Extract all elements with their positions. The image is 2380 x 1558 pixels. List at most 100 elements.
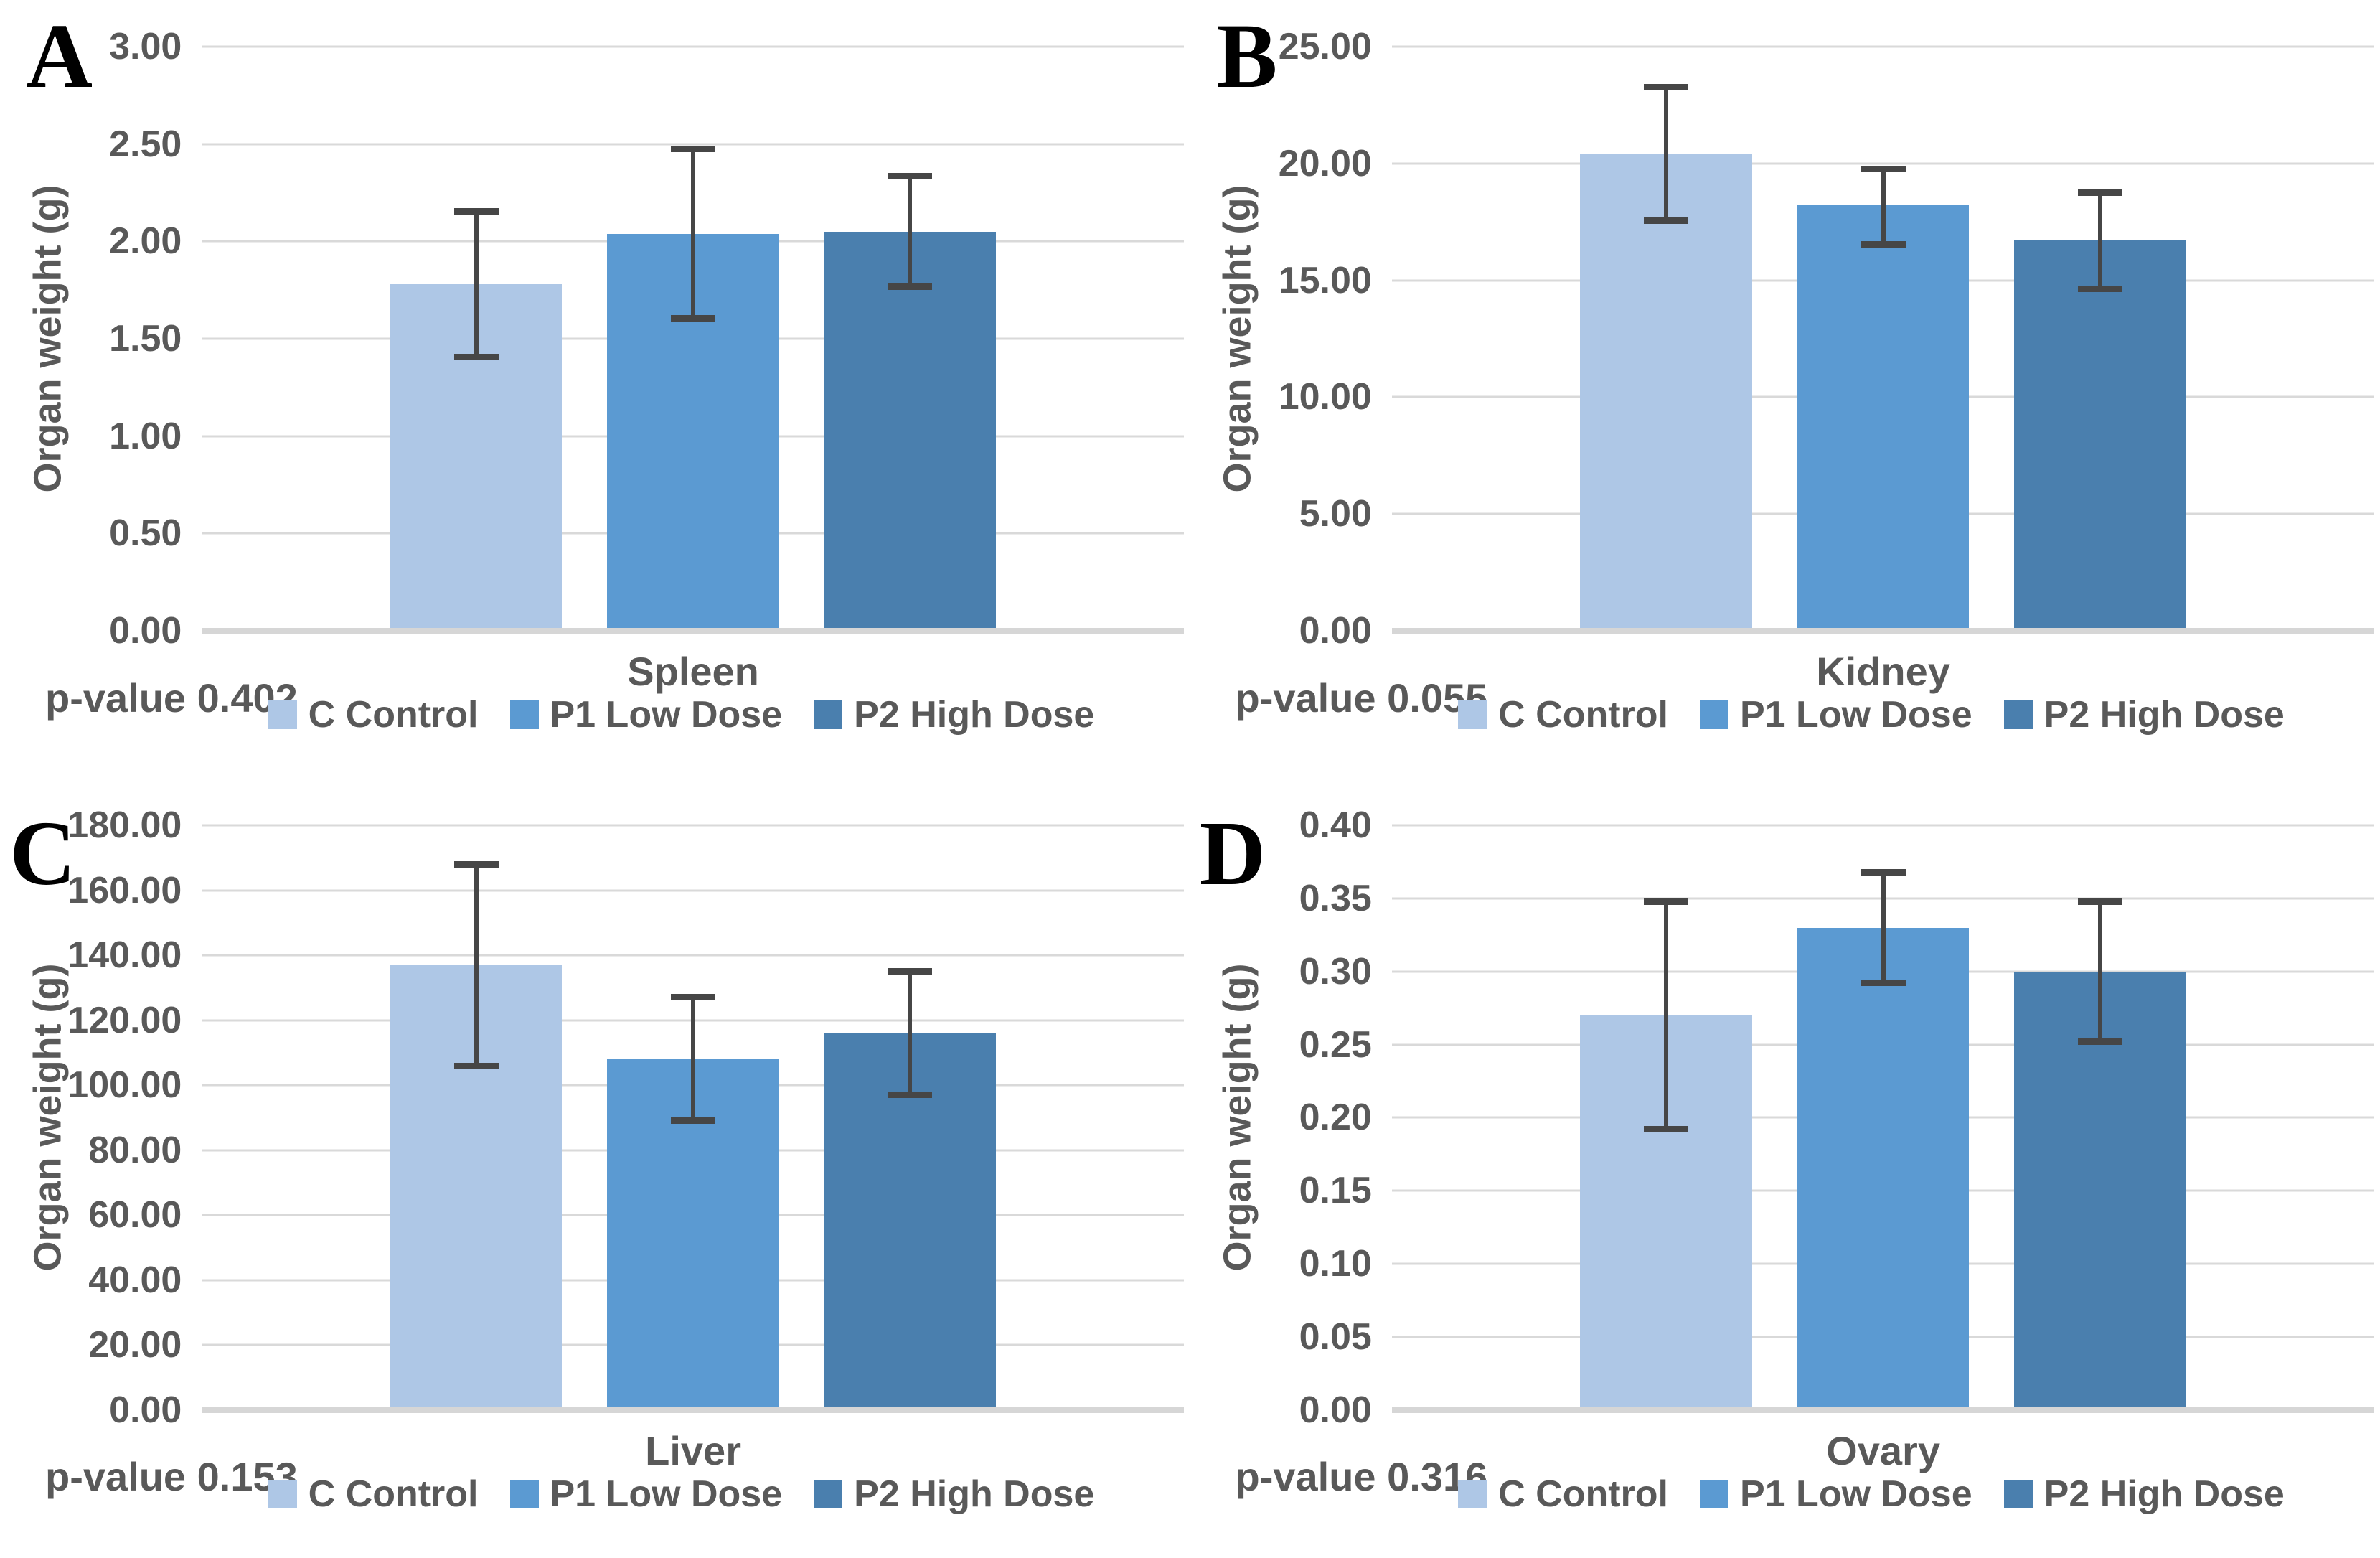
y-tick-label: 0.10 — [1299, 1243, 1372, 1285]
x-axis-line — [1392, 1407, 2374, 1413]
legend-item-p2: P2 High Dose — [2003, 1473, 2285, 1516]
y-tick-label: 100.00 — [67, 1064, 182, 1107]
legend-swatch-control — [268, 700, 297, 729]
x-axis-line — [1392, 627, 2374, 634]
bar-control — [1580, 154, 1752, 631]
legend-swatch-control — [1458, 1479, 1487, 1508]
error-bar-line — [2097, 189, 2102, 292]
error-bar-cap-top — [1861, 869, 1906, 876]
error-bar-line — [908, 968, 913, 1099]
error-bar-cap-top — [888, 968, 933, 975]
y-tick-label: 5.00 — [1299, 493, 1372, 535]
panel-liver: C Organ weight (g) 180.00 160.00 140.00 120… — [0, 779, 1190, 1558]
error-bar-cap-bottom — [1861, 241, 1906, 248]
x-axis-category-label: Ovary — [1826, 1427, 1940, 1473]
gridline — [1392, 45, 2374, 48]
y-tick-label: 0.05 — [1299, 1315, 1372, 1358]
p-value-label: p-value 0.055 — [1235, 675, 1488, 721]
plot-area — [1392, 45, 2374, 634]
legend-item-p2: P2 High Dose — [2003, 693, 2285, 736]
x-axis-category-label: Kidney — [1816, 648, 1950, 694]
gridline — [202, 954, 1185, 957]
y-tick-label: 0.50 — [109, 512, 182, 555]
legend-label: C Control — [308, 693, 479, 736]
error-bar-cap-bottom — [1644, 1125, 1689, 1132]
legend-label: P1 Low Dose — [1740, 693, 1972, 736]
p-value-label: p-value 0.316 — [1235, 1454, 1488, 1500]
error-bar-cap-bottom — [1861, 980, 1906, 987]
legend: C Control P1 Low Dose P2 High Dose — [1368, 1473, 2374, 1516]
error-bar-cap-bottom — [671, 1117, 716, 1125]
y-tick-label: 0.40 — [1299, 804, 1372, 847]
error-bar-cap-bottom — [2077, 1038, 2122, 1045]
x-axis-line — [202, 1407, 1185, 1413]
y-tick-label: 2.50 — [109, 123, 182, 165]
error-bar-line — [1664, 898, 1669, 1132]
error-bar-cap-bottom — [2077, 285, 2122, 292]
error-bar-line — [908, 173, 913, 291]
legend-swatch-control — [1458, 700, 1487, 729]
y-tick-label: 10.00 — [1278, 376, 1372, 418]
y-tick-label: 140.00 — [67, 934, 182, 977]
legend-swatch-p2 — [814, 1479, 843, 1508]
y-axis-ticks: 25.00 20.00 15.00 10.00 5.00 0.00 — [1214, 26, 1381, 652]
legend-item-p1: P1 Low Dose — [1700, 1473, 1972, 1516]
legend-item-control: C Control — [268, 1473, 479, 1516]
error-bar-line — [474, 860, 479, 1069]
legend-label: P2 High Dose — [2043, 693, 2285, 736]
legend-item-p1: P1 Low Dose — [1700, 693, 1972, 736]
y-tick-label: 3.00 — [109, 26, 182, 68]
error-bar-cap-top — [1861, 166, 1906, 173]
p-value-label: p-value 0.153 — [45, 1454, 298, 1500]
y-tick-label: 15.00 — [1278, 259, 1372, 301]
error-bar-control — [453, 208, 499, 360]
bar-p2 — [2014, 971, 2186, 1410]
error-bar-line — [474, 208, 479, 360]
error-bar-p2 — [888, 968, 933, 1099]
error-bar-p2 — [888, 173, 933, 291]
error-bar-cap-top — [1644, 84, 1689, 91]
gridline — [202, 889, 1185, 892]
legend-swatch-p2 — [2003, 1479, 2033, 1508]
y-tick-label: 1.00 — [109, 415, 182, 457]
y-tick-label: 120.00 — [67, 999, 182, 1041]
legend: C Control P1 Low Dose P2 High Dose — [1368, 693, 2374, 736]
error-bar-cap-top — [1644, 898, 1689, 905]
y-tick-label: 25.00 — [1278, 26, 1372, 68]
legend-item-p1: P1 Low Dose — [509, 1473, 782, 1516]
y-tick-label: 0.00 — [1299, 609, 1372, 652]
error-bar-p2 — [2077, 898, 2122, 1045]
legend-swatch-p1 — [1700, 700, 1728, 729]
y-tick-label: 0.00 — [109, 609, 182, 652]
error-bar-cap-bottom — [453, 353, 499, 360]
y-tick-label: 0.00 — [109, 1389, 182, 1431]
gridline — [202, 45, 1185, 48]
y-tick-label: 20.00 — [1278, 142, 1372, 184]
error-bar-cap-bottom — [888, 283, 933, 291]
legend-swatch-p1 — [1700, 1479, 1728, 1508]
error-bar-control — [453, 860, 499, 1069]
error-bar-cap-bottom — [453, 1062, 499, 1069]
y-tick-label: 40.00 — [88, 1259, 182, 1301]
y-tick-label: 20.00 — [88, 1324, 182, 1366]
error-bar-line — [1881, 166, 1886, 248]
bar-p1 — [1797, 205, 1970, 631]
y-axis-ticks: 0.40 0.35 0.30 0.25 0.20 0.15 0.10 0.05 0.00 — [1214, 804, 1381, 1431]
legend-label: C Control — [308, 1473, 479, 1515]
y-tick-label: 160.00 — [67, 869, 182, 911]
panel-spleen: A Organ weight (g) 3.00 2.50 2.00 1.50 1.00 0… — [0, 0, 1190, 779]
legend-label: C Control — [1498, 1473, 1668, 1515]
y-tick-label: 0.00 — [1299, 1389, 1372, 1431]
panel-letter: B — [1215, 5, 1278, 107]
bar-p2 — [824, 231, 997, 631]
gridline — [1392, 162, 2374, 165]
gridline — [202, 824, 1185, 827]
y-tick-label: 1.50 — [109, 317, 182, 360]
legend: C Control P1 Low Dose P2 High Dose — [179, 1473, 1184, 1516]
y-tick-label: 0.25 — [1299, 1023, 1372, 1066]
panel-ovary: D Organ weight (g) 0.40 0.35 0.30 0.25 0.20 0… — [1190, 779, 2380, 1558]
error-bar-cap-bottom — [1644, 217, 1689, 225]
legend-item-control: C Control — [1458, 693, 1668, 736]
x-axis-category-label: Liver — [645, 1427, 741, 1473]
gridline — [202, 143, 1185, 146]
